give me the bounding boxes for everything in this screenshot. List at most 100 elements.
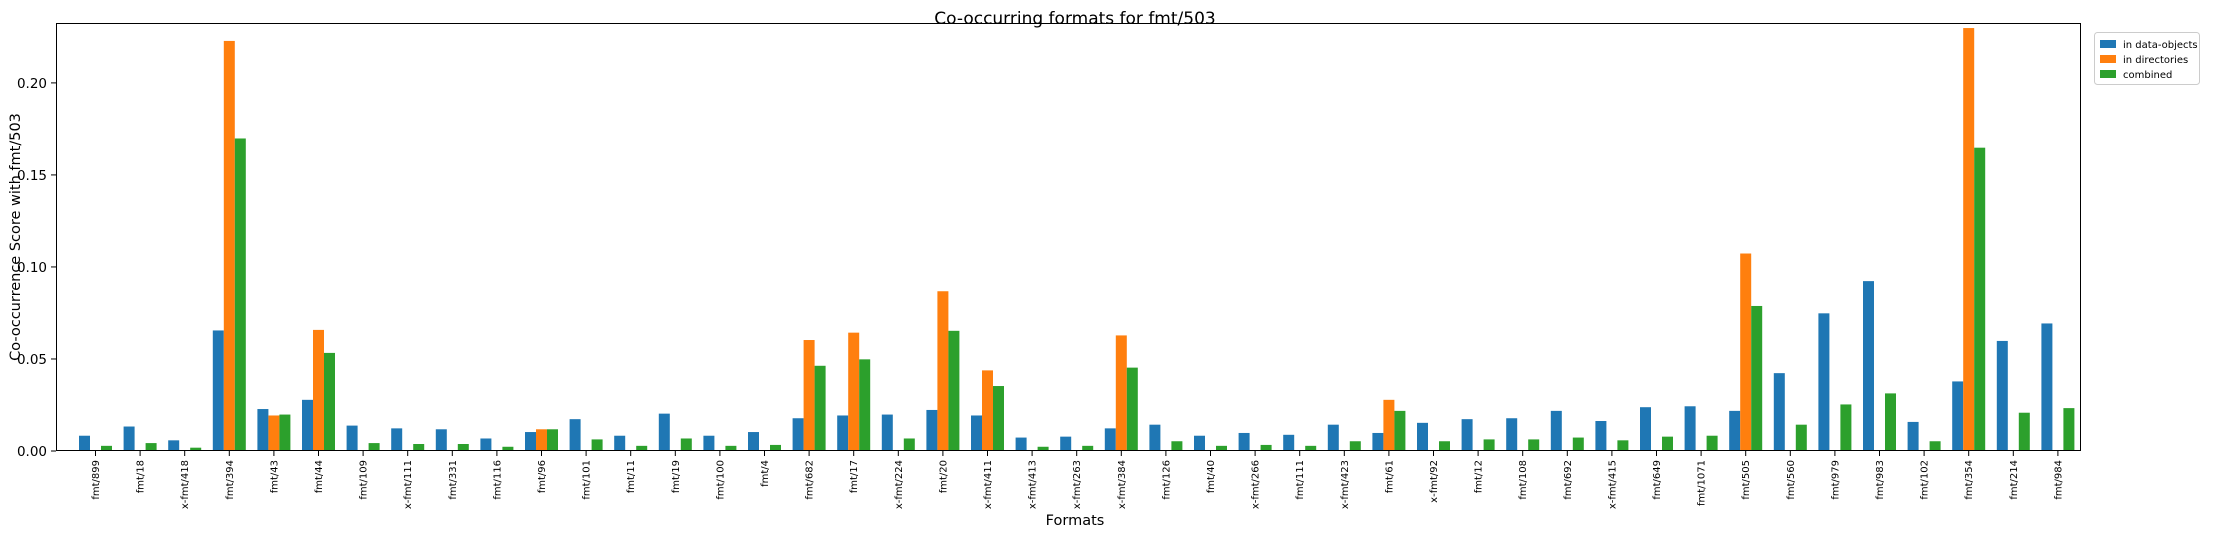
bar-in-data-objects-fmt-12 [1461, 419, 1473, 451]
bar-in-data-objects-fmt-682 [792, 418, 804, 451]
bar-combined-fmt-108 [1528, 439, 1540, 451]
bar-in-data-objects-fmt-100 [703, 435, 715, 451]
bar-in-data-objects-x-fmt-266 [1238, 432, 1250, 451]
legend-label: in data-objects [2123, 40, 2198, 51]
bar-combined-x-fmt-411 [993, 386, 1004, 451]
legend-frame [2094, 32, 2200, 85]
bar-in-data-objects-fmt-126 [1149, 424, 1161, 451]
x-tick-label: fmt/354 [1964, 460, 1975, 500]
bar-combined-fmt-354 [1974, 147, 1986, 452]
x-tick-label: x-fmt/413 [1028, 460, 1039, 509]
bar-in-data-objects-fmt-102 [1907, 421, 1919, 451]
bar-in-directories-fmt-354 [1963, 28, 1975, 452]
bar-combined-x-fmt-384 [1126, 367, 1138, 451]
x-tick-label: fmt/20 [938, 460, 949, 493]
y-tick-label: 0.00 [17, 444, 47, 460]
x-tick-label: x-fmt/411 [983, 460, 994, 509]
bar-in-data-objects-fmt-4 [748, 432, 759, 451]
y-tick-label: 0.20 [17, 76, 47, 92]
x-tick-label: x-fmt/415 [1607, 460, 1618, 509]
bar-combined-fmt-331 [457, 444, 469, 451]
bar-in-data-objects-fmt-394 [212, 330, 224, 451]
x-tick-label: fmt/331 [448, 460, 459, 500]
x-tick-label: fmt/214 [2009, 460, 2020, 500]
x-tick-label: fmt/1071 [1697, 460, 1708, 506]
bar-in-data-objects-fmt-19 [658, 413, 670, 451]
bar-in-data-objects-fmt-116 [480, 438, 492, 451]
bar-in-directories-fmt-17 [848, 332, 860, 451]
x-tick-label: fmt/43 [269, 460, 280, 493]
bar-in-data-objects-x-fmt-415 [1595, 420, 1607, 451]
bar-in-data-objects-fmt-111 [1283, 434, 1295, 451]
bar-combined-fmt-40 [1216, 445, 1227, 451]
bar-combined-fmt-11 [636, 445, 648, 451]
x-tick-label: fmt/96 [537, 460, 548, 493]
bar-combined-fmt-649 [1662, 436, 1673, 451]
bar-in-data-objects-fmt-109 [346, 425, 358, 451]
x-tick-label: fmt/111 [1295, 460, 1306, 500]
x-tick-label: fmt/116 [492, 460, 503, 500]
bar-in-data-objects-fmt-983 [1863, 281, 1874, 451]
bar-in-directories-fmt-61 [1383, 399, 1395, 451]
bar-in-data-objects-fmt-61 [1372, 432, 1384, 451]
bar-combined-fmt-44 [324, 352, 335, 451]
legend-items: in data-objects in directories combined [2100, 40, 2198, 81]
x-tick-label: x-fmt/224 [894, 460, 905, 509]
bar-combined-fmt-126 [1171, 441, 1183, 451]
bar-combined-fmt-692 [1572, 437, 1584, 451]
x-tick-label: fmt/899 [91, 460, 102, 500]
bar-in-data-objects-fmt-1071 [1684, 406, 1696, 451]
bar-in-data-objects-x-fmt-413 [1015, 437, 1027, 451]
x-tick-label: fmt/983 [1875, 460, 1886, 500]
bar-combined-fmt-101 [591, 439, 603, 451]
x-axis-ticks: fmt/899 fmt/18 x-fmt/418 fmt/394 fmt/43 fmt/4… [91, 451, 2064, 509]
x-tick-label: x-fmt/384 [1117, 460, 1128, 509]
x-tick-label: fmt/979 [1830, 460, 1841, 500]
bar-combined-fmt-43 [279, 414, 291, 451]
x-tick-label: fmt/4 [760, 460, 771, 487]
legend-swatch [2100, 55, 2116, 63]
bar-combined-x-fmt-263 [1082, 445, 1094, 451]
bar-in-directories-fmt-505 [1740, 253, 1752, 451]
bar-combined-fmt-1071 [1706, 435, 1718, 451]
bar-combined-x-fmt-111 [413, 444, 425, 451]
bar-combined-x-fmt-224 [903, 438, 915, 451]
x-tick-label: fmt/394 [225, 460, 236, 500]
x-tick-label: fmt/44 [314, 460, 325, 493]
bar-combined-fmt-111 [1305, 445, 1317, 451]
bar-in-directories-x-fmt-384 [1115, 335, 1127, 451]
x-tick-label: fmt/126 [1161, 460, 1172, 500]
bar-combined-fmt-899 [101, 445, 112, 451]
x-tick-label: fmt/18 [136, 460, 147, 493]
bar-combined-fmt-682 [814, 365, 826, 451]
bar-combined-fmt-100 [725, 445, 737, 451]
bar-in-data-objects-fmt-44 [302, 399, 313, 451]
bar-in-data-objects-x-fmt-384 [1104, 428, 1116, 451]
bar-combined-x-fmt-266 [1260, 444, 1272, 451]
x-tick-label: fmt/505 [1741, 460, 1752, 500]
x-tick-label: fmt/11 [626, 460, 637, 493]
bars [79, 28, 2075, 452]
x-tick-label: fmt/108 [1518, 460, 1529, 500]
legend-label: in directories [2123, 55, 2188, 66]
bar-in-data-objects-fmt-40 [1194, 435, 1205, 451]
bar-combined-fmt-17 [859, 359, 871, 451]
x-tick-label: fmt/40 [1206, 460, 1217, 493]
bar-in-data-objects-fmt-899 [79, 435, 90, 451]
bar-in-data-objects-fmt-20 [926, 409, 938, 451]
y-axis-ticks: 0.00 0.05 0.10 0.15 0.20 [17, 76, 56, 460]
bar-combined-fmt-4 [770, 444, 781, 451]
bar-combined-fmt-505 [1751, 305, 1763, 451]
bar-in-data-objects-x-fmt-111 [391, 428, 403, 451]
bar-in-data-objects-fmt-649 [1640, 407, 1651, 451]
bar-in-data-objects-fmt-331 [435, 429, 447, 451]
x-tick-label: fmt/692 [1563, 460, 1574, 500]
plot-frame [56, 23, 2081, 451]
bar-combined-fmt-12 [1483, 439, 1495, 451]
bar-in-directories-fmt-682 [803, 340, 815, 451]
x-tick-label: x-fmt/423 [1340, 460, 1351, 509]
bar-combined-fmt-18 [145, 443, 157, 451]
bar-in-data-objects-fmt-11 [614, 435, 626, 451]
